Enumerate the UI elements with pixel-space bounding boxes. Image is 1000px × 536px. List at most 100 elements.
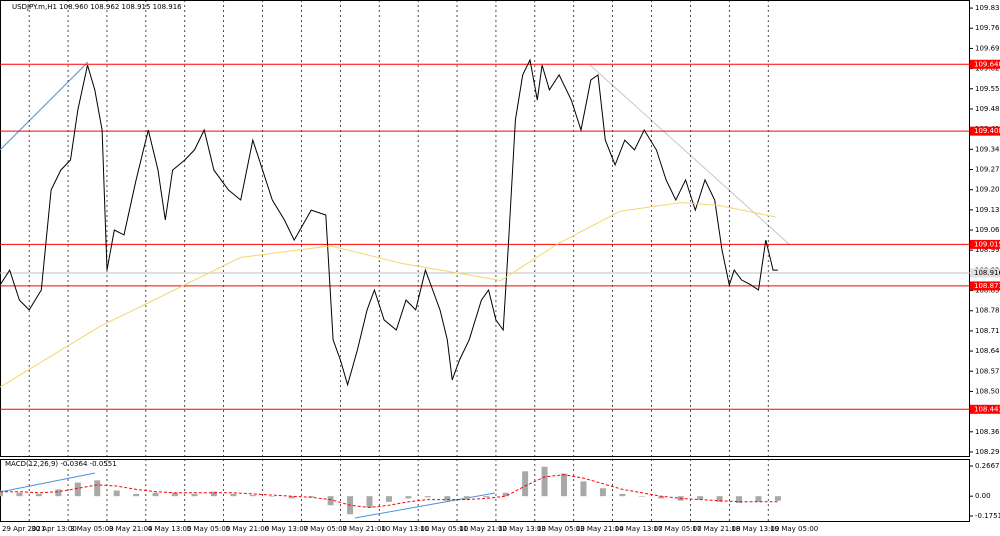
macd-bar (405, 496, 412, 499)
y-tick-label: 109.135 (975, 206, 1000, 214)
macd-bar (444, 496, 451, 501)
macd-bar (94, 480, 101, 497)
macd-bar (658, 496, 665, 499)
level-label: 109.640 (974, 60, 1000, 68)
x-tick-label: 3 May 05:00 (70, 525, 114, 533)
y-tick-label: 108.575 (975, 367, 1000, 375)
x-tick-label: 30 Apr 13:00 (31, 525, 77, 533)
y-tick-label: 109.695 (975, 44, 1000, 52)
x-tick-label: 19 May 05:00 (770, 525, 818, 533)
macd-panel-frame (0, 459, 970, 522)
x-tick-label: 13 May 05:00 (537, 525, 585, 533)
level-tag (970, 239, 1000, 249)
y-tick-label: 0.2667 (975, 462, 1000, 470)
level-label: 108.443 (974, 405, 1000, 413)
x-tick-label: 3 May 21:00 (109, 525, 153, 533)
macd-bar (269, 496, 276, 497)
y-tick-label: 108.995 (975, 246, 1000, 254)
macd-title: MACD(12,26,9) -0.0364 -0.0551 (5, 460, 117, 468)
x-tick-label: 5 May 05:00 (187, 525, 231, 533)
macd-bar (755, 496, 762, 502)
y-tick-label: -0.1751 (975, 512, 1000, 520)
macd-bar (74, 482, 81, 497)
y-tick-label: 109.765 (975, 24, 1000, 32)
y-tick-label: 108.645 (975, 347, 1000, 355)
y-tick-label: 109.275 (975, 165, 1000, 173)
macd-bar (113, 490, 120, 497)
macd-bar (522, 471, 529, 497)
y-tick-label: 109.835 (975, 4, 1000, 12)
y-tick-label: 108.295 (975, 448, 1000, 456)
moving-average (0, 202, 776, 388)
x-tick-label: 10 May 13:00 (381, 525, 429, 533)
y-tick-label: 109.555 (975, 85, 1000, 93)
trendline (354, 492, 496, 519)
macd-bar (385, 496, 392, 502)
y-tick-label: 108.365 (975, 428, 1000, 436)
x-tick-label: 6 May 13:00 (265, 525, 309, 533)
x-tick-label: 12 May 13:00 (498, 525, 546, 533)
x-tick-label: 7 May 21:00 (342, 525, 386, 533)
macd-bar (483, 496, 490, 498)
y-tick-label: 108.855 (975, 287, 1000, 295)
macd-bar (230, 493, 237, 497)
macd-bar (133, 493, 140, 497)
macd-bar (191, 493, 198, 497)
macd-bar (424, 496, 431, 498)
level-tag (970, 404, 1000, 414)
y-tick-label: 0.00 (975, 492, 991, 500)
macd-bar (0, 490, 3, 497)
macd-bar (736, 496, 743, 503)
level-tag (970, 126, 1000, 136)
level-label: 109.015 (974, 240, 1000, 248)
trendline (589, 64, 791, 246)
x-tick-label: 11 May 21:00 (459, 525, 507, 533)
price-panel-frame (0, 0, 970, 457)
level-label: 108.871 (974, 282, 1000, 290)
macd-bar (35, 493, 42, 497)
y-tick-label: 109.485 (975, 105, 1000, 113)
macd-bar (502, 492, 509, 497)
x-tick-label: 11 May 05:00 (420, 525, 468, 533)
x-tick-label: 29 Apr 2021 (2, 525, 45, 533)
trendline (0, 472, 96, 493)
macd-bar (638, 496, 645, 497)
chart-title: USDJPY.m,H1 108.960 108.962 108.915 108.… (12, 3, 182, 11)
x-tick-label: 13 May 21:00 (576, 525, 624, 533)
macd-bar (697, 496, 704, 500)
y-tick-label: 109.205 (975, 186, 1000, 194)
macd-bar (463, 496, 470, 500)
macd-bar (366, 496, 373, 508)
macd-bar (249, 495, 256, 497)
level-label: 109.408 (974, 127, 1000, 135)
current-price-tag (970, 268, 1000, 278)
macd-bar (308, 496, 315, 498)
x-tick-label: 4 May 13:00 (148, 525, 192, 533)
macd-bar (210, 491, 217, 497)
x-tick-label: 14 May 13:00 (615, 525, 663, 533)
trendline (0, 61, 89, 151)
price-line (0, 58, 778, 387)
macd-bar (599, 488, 606, 497)
signal-line (0, 474, 778, 509)
macd-bar (55, 489, 62, 497)
x-tick-label: 17 May 21:00 (692, 525, 740, 533)
macd-bar (288, 496, 295, 499)
macd-bar (716, 496, 723, 502)
macd-bar (580, 481, 587, 497)
y-tick-label: 109.065 (975, 226, 1000, 234)
x-tick-label: 7 May 05:00 (303, 525, 347, 533)
y-tick-label: 109.345 (975, 145, 1000, 153)
current-price-label: 108.916 (974, 269, 1000, 277)
macd-bar (152, 492, 159, 497)
level-tag (970, 59, 1000, 69)
x-tick-label: 18 May 13:00 (731, 525, 779, 533)
macd-bar (172, 492, 179, 497)
y-tick-label: 108.715 (975, 327, 1000, 335)
macd-bar (619, 493, 626, 497)
macd-bar (561, 473, 568, 497)
macd-bar (16, 492, 23, 497)
